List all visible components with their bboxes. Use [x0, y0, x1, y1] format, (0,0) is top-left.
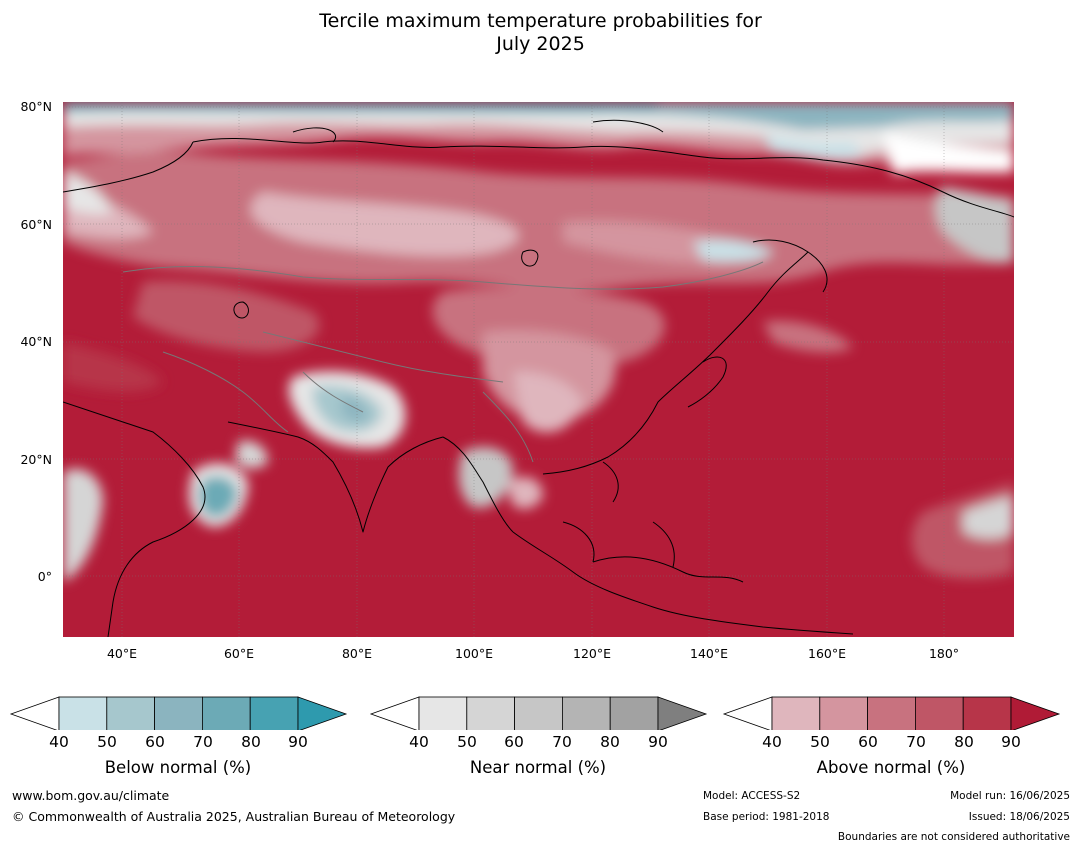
- map-canvas: [63, 102, 1014, 637]
- probability-map: [63, 102, 1014, 637]
- legend-near-segment: [418, 696, 468, 730]
- legend-near-under-triangle: [369, 696, 420, 730]
- footer-base-period: Base period: 1981-2018: [703, 811, 830, 823]
- lon-label-40e: 40°E: [106, 646, 138, 661]
- legend-above-tick: 90: [1001, 733, 1021, 751]
- legend-near-tick: 60: [504, 733, 524, 751]
- graticule: [63, 102, 1014, 637]
- legend-above-tick: 70: [906, 733, 926, 751]
- lat-label-80n: 80°N: [20, 99, 52, 114]
- legend-above-segment: [867, 696, 916, 730]
- legend-above-title: Above normal (%): [816, 758, 966, 777]
- lon-label-140e: 140°E: [689, 646, 729, 661]
- legend-near-segment: [466, 696, 515, 730]
- lat-label-40n: 40°N: [20, 334, 52, 349]
- lon-label-160e: 160°E: [807, 646, 847, 661]
- lat-label-60n: 60°N: [20, 217, 52, 232]
- lon-label-100e: 100°E: [454, 646, 494, 661]
- title-line-1: Tercile maximum temperature probabilitie…: [319, 10, 762, 32]
- legend-below-title: Below normal (%): [104, 758, 252, 777]
- legend-near-tick: 80: [600, 733, 620, 751]
- footer-model-run: Model run: 16/06/2025: [950, 790, 1070, 802]
- footer-website: www.bom.gov.au/climate: [12, 788, 170, 803]
- lat-label-20n: 20°N: [20, 452, 52, 467]
- lon-label-120e: 120°E: [572, 646, 612, 661]
- country-borders: [122, 261, 764, 463]
- title-line-2: July 2025: [496, 33, 585, 55]
- legend-near-segment: [562, 696, 611, 730]
- lat-label-0: 0°: [37, 569, 52, 584]
- legend-below-segment: [201, 696, 251, 730]
- legend-below-over-triangle: [297, 696, 348, 730]
- legend-near-title: Near normal (%): [469, 758, 607, 777]
- legend-below-segment: [58, 696, 108, 730]
- legend-near-tick: 90: [648, 733, 668, 751]
- legend-near-segment: [609, 696, 659, 730]
- legend-above-segment: [915, 696, 964, 730]
- lon-label-80e: 80°E: [341, 646, 373, 661]
- footer-disclaimer: Boundaries are not considered authoritat…: [837, 831, 1070, 843]
- legend-near-tick: 70: [552, 733, 572, 751]
- legend-below-tick: 40: [49, 733, 69, 751]
- legend-above-tick: 60: [858, 733, 878, 751]
- legend-below-tick: 90: [288, 733, 308, 751]
- legend-below-under-triangle: [9, 696, 60, 730]
- legend-below-tick: 80: [241, 733, 261, 751]
- legend-above-over-triangle: [1010, 696, 1061, 730]
- legend-above-segment: [819, 696, 868, 730]
- coastlines: [63, 119, 1014, 637]
- footer-model: Model: ACCESS-S2: [703, 790, 801, 802]
- legend-near-over-triangle: [657, 696, 708, 730]
- footer-issued: Issued: 18/06/2025: [968, 811, 1070, 823]
- legend-above-under-triangle: [722, 696, 773, 730]
- legend-near-colorbar: [369, 696, 708, 730]
- lon-label-60e: 60°E: [223, 646, 255, 661]
- legend-below-colorbar: [9, 696, 348, 730]
- map-title: Tercile maximum temperature probabilitie…: [0, 10, 1081, 56]
- legend-above-colorbar: [722, 696, 1061, 730]
- legend-above-tick: 50: [810, 733, 830, 751]
- legend-near-tick: 40: [409, 733, 429, 751]
- legend-near-segment: [514, 696, 563, 730]
- legend-above-segment: [771, 696, 821, 730]
- legend-below-tick: 50: [97, 733, 117, 751]
- lon-label-180: 180°: [928, 646, 960, 661]
- legend-below-segment: [249, 696, 299, 730]
- legend-above-tick: 80: [954, 733, 974, 751]
- legend-above-segment: [962, 696, 1012, 730]
- legend-near-tick: 50: [457, 733, 477, 751]
- footer-copyright: © Commonwealth of Australia 2025, Austra…: [12, 809, 456, 824]
- legend-below-tick: 60: [145, 733, 165, 751]
- legend-bars: [9, 696, 1061, 730]
- legend-above-tick: 40: [762, 733, 782, 751]
- legend-below-segment: [154, 696, 203, 730]
- legend-below-tick: 70: [193, 733, 213, 751]
- legend-below-segment: [106, 696, 156, 730]
